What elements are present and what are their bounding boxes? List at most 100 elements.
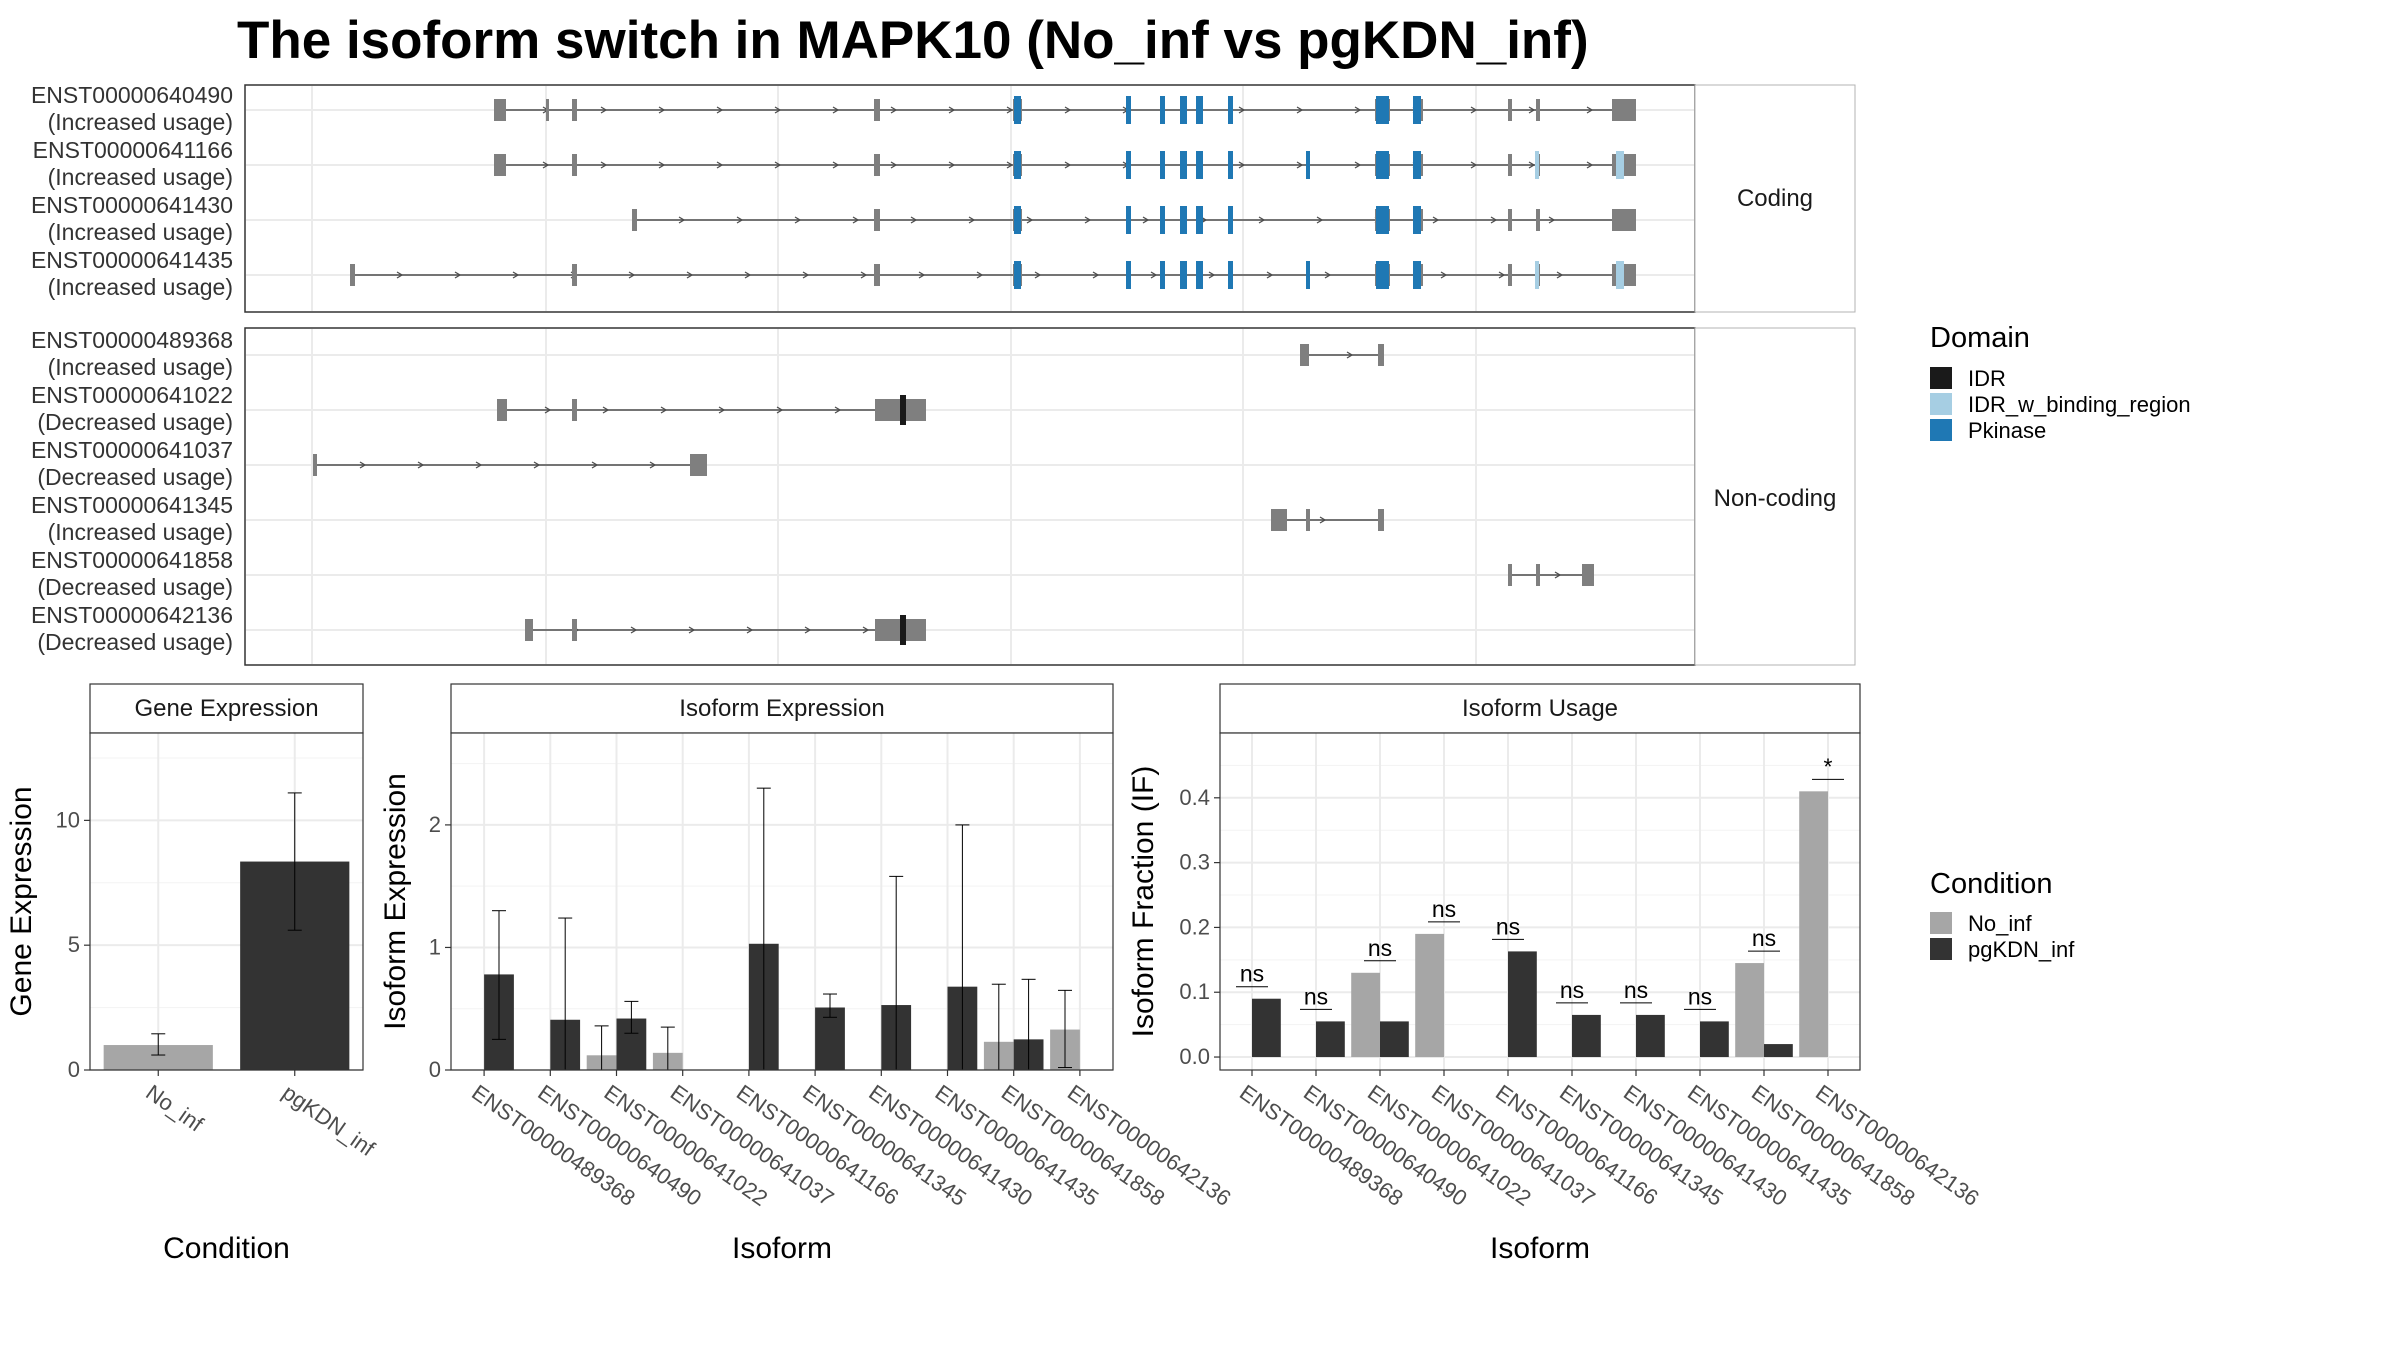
intron-arrow — [718, 406, 726, 414]
intron-arrow — [1296, 106, 1304, 114]
bars — [1252, 791, 1828, 1058]
legend-label-pkinase: Pkinase — [1968, 418, 2046, 443]
idr-binding-domain — [1616, 261, 1624, 289]
significance-label: ns — [1560, 977, 1584, 1003]
bar — [815, 1007, 845, 1070]
intron-arrow — [1142, 216, 1150, 224]
exon — [313, 454, 317, 476]
intron-arrow — [1034, 271, 1042, 279]
pkinase-domain — [1196, 261, 1203, 289]
bar — [1380, 1021, 1409, 1058]
exon — [1508, 209, 1512, 231]
bars — [103, 792, 350, 1070]
intron-arrow — [1026, 216, 1034, 224]
pkinase-domain — [1160, 96, 1165, 124]
intron-arrow — [1064, 161, 1072, 169]
intron-arrow — [454, 271, 462, 279]
x-tick-label: No_inf — [141, 1080, 208, 1137]
pkinase-domain — [1014, 96, 1021, 124]
intron-arrow — [533, 461, 541, 469]
bar — [1252, 998, 1281, 1058]
exon — [874, 99, 880, 121]
transcript-model — [632, 206, 1636, 234]
idr-binding-domain — [1616, 151, 1624, 179]
transcript-id-label: ENST00000641166 — [33, 137, 233, 163]
exon — [572, 619, 577, 641]
plot-area — [451, 733, 1113, 1070]
transcript-usage-label: (Decreased usage) — [37, 464, 233, 490]
y-tick-label: 0.0 — [1179, 1044, 1210, 1069]
intron-arrow — [736, 216, 744, 224]
isoform-usage-panel: Isoform Usage0.00.10.20.30.4nsnsnsnsnsns… — [1127, 683, 1984, 1265]
intron-arrow — [1150, 271, 1158, 279]
intron-arrow — [1296, 161, 1304, 169]
significance-label: ns — [1752, 925, 1776, 951]
pkinase-domain — [1228, 151, 1233, 179]
strip-noncoding: Non-coding — [1714, 485, 1837, 512]
exon — [1378, 344, 1384, 366]
legend-label-idr: IDR — [1968, 366, 2006, 391]
pkinase-domain — [1196, 96, 1203, 124]
y-tick-label: 1 — [429, 934, 441, 959]
pkinase-domain — [1180, 151, 1187, 179]
exon — [1536, 209, 1540, 231]
exon — [572, 399, 577, 421]
significance-label: ns — [1496, 913, 1520, 939]
intron-arrow — [1470, 161, 1478, 169]
intron-arrow — [1324, 271, 1332, 279]
pkinase-domain — [1196, 151, 1203, 179]
transcript-id-label: ENST00000641022 — [31, 382, 233, 408]
intron-arrow — [774, 161, 782, 169]
intron-arrow — [1490, 216, 1498, 224]
intron-arrow — [1084, 216, 1092, 224]
intron-arrow — [512, 271, 520, 279]
intron-arrow — [660, 406, 668, 414]
pkinase-domain — [1413, 261, 1421, 289]
intron-arrow — [630, 626, 638, 634]
significance-label: ns — [1368, 935, 1392, 961]
intron-arrow — [1258, 216, 1266, 224]
significance-label: ns — [1688, 983, 1712, 1009]
y-axis-title: Isoform Fraction (IF) — [1127, 766, 1160, 1038]
intron-arrow — [600, 106, 608, 114]
bar — [1572, 1014, 1601, 1058]
pkinase-domain — [1376, 261, 1389, 289]
significance-label: ns — [1432, 896, 1456, 922]
legend-key-idr-binding — [1930, 393, 1952, 415]
pkinase-domain — [1160, 206, 1165, 234]
x-axis-title: Condition — [163, 1232, 290, 1265]
intron-arrow — [774, 106, 782, 114]
intron-arrow — [417, 461, 425, 469]
intron-arrow — [976, 271, 984, 279]
pkinase-domain — [1160, 151, 1165, 179]
intron-arrow — [1238, 161, 1246, 169]
intron-arrow — [794, 216, 802, 224]
intron-arrow — [1432, 216, 1440, 224]
intron-arrow — [832, 161, 840, 169]
strip-coding: Coding — [1737, 185, 1813, 212]
pkinase-domain — [1306, 261, 1310, 289]
intron-arrow — [1554, 571, 1562, 579]
panel-border — [450, 732, 1114, 1071]
exon — [497, 399, 507, 421]
exon — [494, 154, 506, 176]
intron-arrow — [716, 106, 724, 114]
panel-strip — [89, 683, 364, 734]
pkinase-domain — [1180, 96, 1187, 124]
bar — [1799, 791, 1828, 1058]
transcript-id-label: ENST00000641037 — [31, 437, 233, 463]
exon — [572, 154, 577, 176]
y-tick-label: 0.2 — [1179, 914, 1210, 939]
intron-arrow — [744, 271, 752, 279]
exon — [1508, 99, 1512, 121]
legend-key-pgkdn-inf — [1930, 938, 1952, 960]
transcript-model — [1508, 564, 1594, 586]
transcript-usage-label: (Increased usage) — [48, 219, 233, 245]
x-tick-label: pgKDN_inf — [278, 1080, 380, 1162]
intron-arrow — [1548, 216, 1556, 224]
exon — [546, 99, 549, 121]
panel-strip — [450, 683, 1114, 734]
transcript-model — [525, 615, 926, 645]
intron-arrow — [1319, 516, 1327, 524]
intron-arrow — [1238, 106, 1246, 114]
